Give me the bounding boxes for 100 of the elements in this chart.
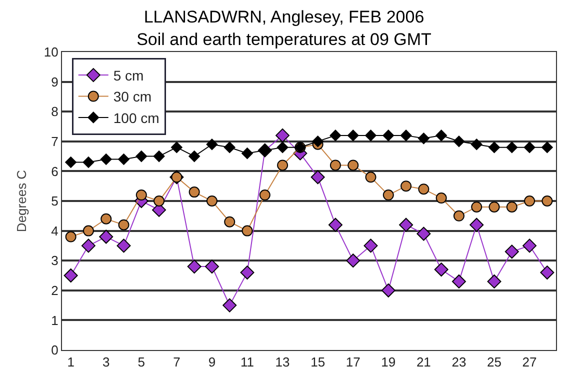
y-tick-label: 8 — [51, 104, 58, 120]
point — [346, 254, 360, 268]
point — [64, 268, 78, 282]
point — [187, 260, 202, 274]
point — [259, 190, 270, 201]
point — [434, 262, 448, 277]
point — [224, 216, 236, 228]
point — [347, 130, 359, 142]
legend-label: 30 cm — [113, 88, 152, 105]
point — [453, 136, 465, 148]
legend-label: 5 cm — [113, 68, 144, 84]
point — [277, 160, 288, 171]
point — [542, 196, 553, 206]
x-tick-label: 19 — [381, 354, 396, 370]
x-tick-label: 11 — [240, 354, 254, 370]
point — [136, 190, 147, 201]
x-tick-label: 25 — [487, 354, 502, 370]
point — [348, 160, 359, 171]
point — [188, 150, 200, 162]
point — [65, 231, 76, 242]
x-tick-label: 27 — [522, 354, 537, 370]
point — [506, 142, 518, 154]
point — [382, 190, 394, 201]
point — [382, 130, 394, 142]
point — [453, 210, 464, 222]
point — [242, 225, 253, 236]
point — [488, 201, 500, 212]
point — [506, 201, 518, 212]
point — [116, 238, 131, 253]
x-tick-label: 3 — [102, 354, 110, 370]
point — [504, 244, 519, 259]
point — [82, 225, 94, 236]
point — [81, 238, 96, 253]
y-axis-title: Degrees C — [14, 170, 29, 232]
point — [487, 274, 502, 288]
point — [310, 170, 325, 184]
point — [524, 196, 536, 206]
point — [452, 274, 466, 288]
point — [99, 230, 114, 244]
x-tick-label: 21 — [416, 354, 431, 370]
point — [522, 238, 537, 253]
y-tick-label: 4 — [51, 223, 58, 238]
point — [328, 218, 342, 232]
y-tick-label: 7 — [51, 134, 58, 149]
y-tick-label: 0 — [51, 342, 58, 358]
point — [524, 142, 536, 154]
point — [416, 226, 431, 241]
point — [100, 213, 112, 224]
point — [170, 142, 182, 154]
point — [118, 154, 130, 165]
point — [470, 138, 482, 150]
x-tick-label: 23 — [452, 354, 466, 370]
point — [540, 266, 554, 280]
legend-label: 100 cm — [113, 110, 160, 126]
y-tick-label: 10 — [44, 44, 58, 60]
point — [224, 142, 236, 154]
point — [399, 218, 414, 232]
y-tick-label: 1 — [51, 312, 58, 328]
point — [541, 142, 553, 154]
point — [364, 238, 378, 253]
point — [276, 128, 290, 142]
x-tick-label: 17 — [346, 354, 360, 370]
point — [488, 142, 500, 154]
x-tick-label: 1 — [67, 354, 74, 370]
point — [153, 150, 165, 162]
x-tick-label: 7 — [173, 354, 180, 370]
point — [204, 260, 219, 274]
point — [136, 150, 148, 162]
point — [276, 142, 288, 154]
point — [330, 160, 341, 171]
point — [100, 154, 112, 165]
point — [418, 132, 430, 144]
point — [381, 283, 396, 298]
point — [365, 130, 376, 142]
y-tick-label: 5 — [51, 194, 58, 209]
point — [330, 130, 342, 142]
point — [312, 136, 324, 148]
x-tick-label: 15 — [310, 354, 326, 370]
point — [471, 201, 482, 212]
point — [436, 192, 447, 204]
point — [154, 196, 165, 206]
x-tick-label: 13 — [275, 354, 290, 370]
y-tick-label: 6 — [51, 164, 58, 179]
x-tick-label: 5 — [138, 354, 146, 370]
point — [240, 266, 254, 280]
point — [470, 218, 484, 232]
point — [242, 148, 253, 160]
point — [400, 180, 412, 192]
point — [65, 156, 77, 168]
x-tick-label: 9 — [208, 354, 216, 370]
point — [365, 172, 376, 183]
point — [436, 130, 448, 142]
point — [118, 219, 130, 230]
y-tick-label: 2 — [51, 282, 58, 298]
point — [82, 156, 94, 168]
y-tick-label: 9 — [51, 74, 58, 90]
point — [206, 196, 218, 206]
chart-title: LLANSADWRN, Anglesey, FEB 2006 Soil and earth temperatures at 09 GMT — [136, 8, 432, 49]
point — [206, 138, 218, 150]
y-tick-label: 3 — [51, 253, 58, 268]
